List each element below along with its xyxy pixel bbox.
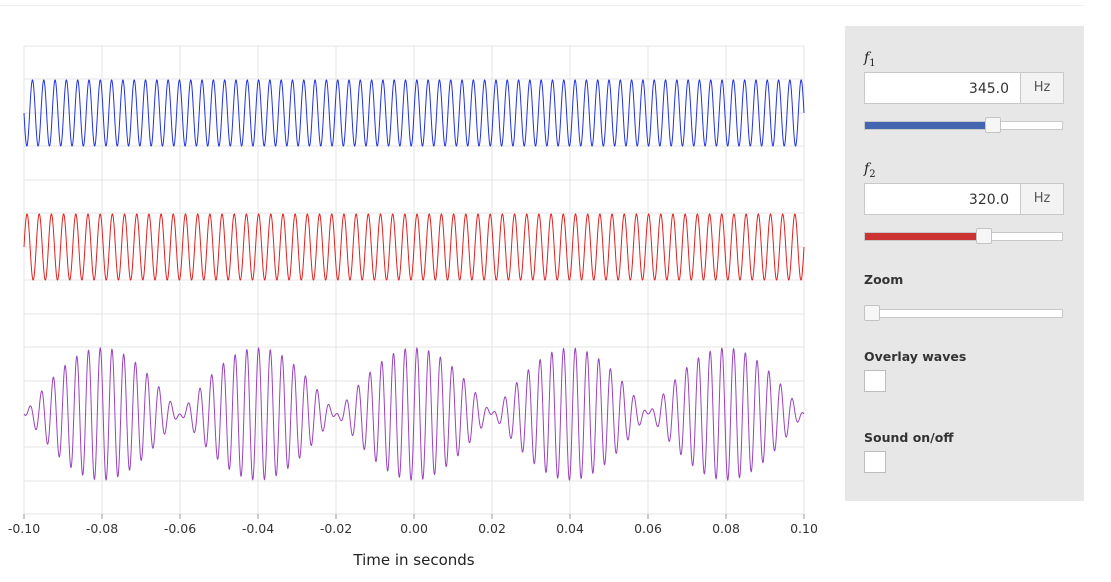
x-tick-label: 0.00 [400,521,428,536]
f1-label: f1 [864,50,876,69]
x-tick-label: 0.06 [634,521,662,536]
x-tick-label: 0.08 [712,521,740,536]
x-tick-label: -0.06 [164,521,196,536]
f2-slider[interactable] [864,228,1063,244]
f1-slider-fill [865,122,988,129]
x-axis-label: Time in seconds [352,551,474,569]
x-tick-label: -0.02 [320,521,352,536]
x-tick-label: 0.10 [790,521,818,536]
sound-toggle-label: Sound on/off [864,430,954,445]
f2-unit: Hz [1020,184,1063,214]
x-tick-label: -0.10 [8,521,40,536]
overlay-waves-checkbox[interactable] [864,370,886,392]
f1-value: 345.0 [968,81,1009,97]
f1-slider-thumb[interactable] [984,117,1001,133]
f1-input[interactable]: 345.0 Hz [864,72,1064,104]
x-tick-label: 0.04 [556,521,584,536]
x-axis-ticks: -0.10 -0.08 -0.06 -0.04 -0.02 0.00 0.02 0.04 0.0… [8,514,818,536]
wave-f1 [23,79,805,147]
f2-value: 320.0 [968,192,1009,208]
top-divider [0,5,1084,6]
f2-slider-fill [865,233,979,240]
f2-slider-thumb[interactable] [975,228,992,244]
zoom-slider-thumb[interactable] [864,305,880,321]
zoom-slider[interactable] [864,305,1063,321]
f2-input[interactable]: 320.0 Hz [864,183,1064,215]
wave-sum [23,346,805,482]
f1-unit: Hz [1020,73,1063,103]
zoom-label: Zoom [864,272,904,287]
x-tick-label: 0.02 [478,521,506,536]
f1-slider[interactable] [864,117,1063,133]
control-panel: f1 345.0 Hz f2 320.0 Hz Zoom Overlay wav… [845,26,1084,501]
x-tick-label: -0.08 [86,521,118,536]
f2-label: f2 [864,161,876,180]
overlay-waves-label: Overlay waves [864,349,967,364]
wave-f2 [23,213,805,281]
x-tick-label: -0.04 [242,521,274,536]
waveform-plot: -0.10 -0.08 -0.06 -0.04 -0.02 0.00 0.02 0.04 0.0… [8,45,818,569]
sound-toggle-checkbox[interactable] [864,451,886,473]
plot-waves [23,79,805,482]
